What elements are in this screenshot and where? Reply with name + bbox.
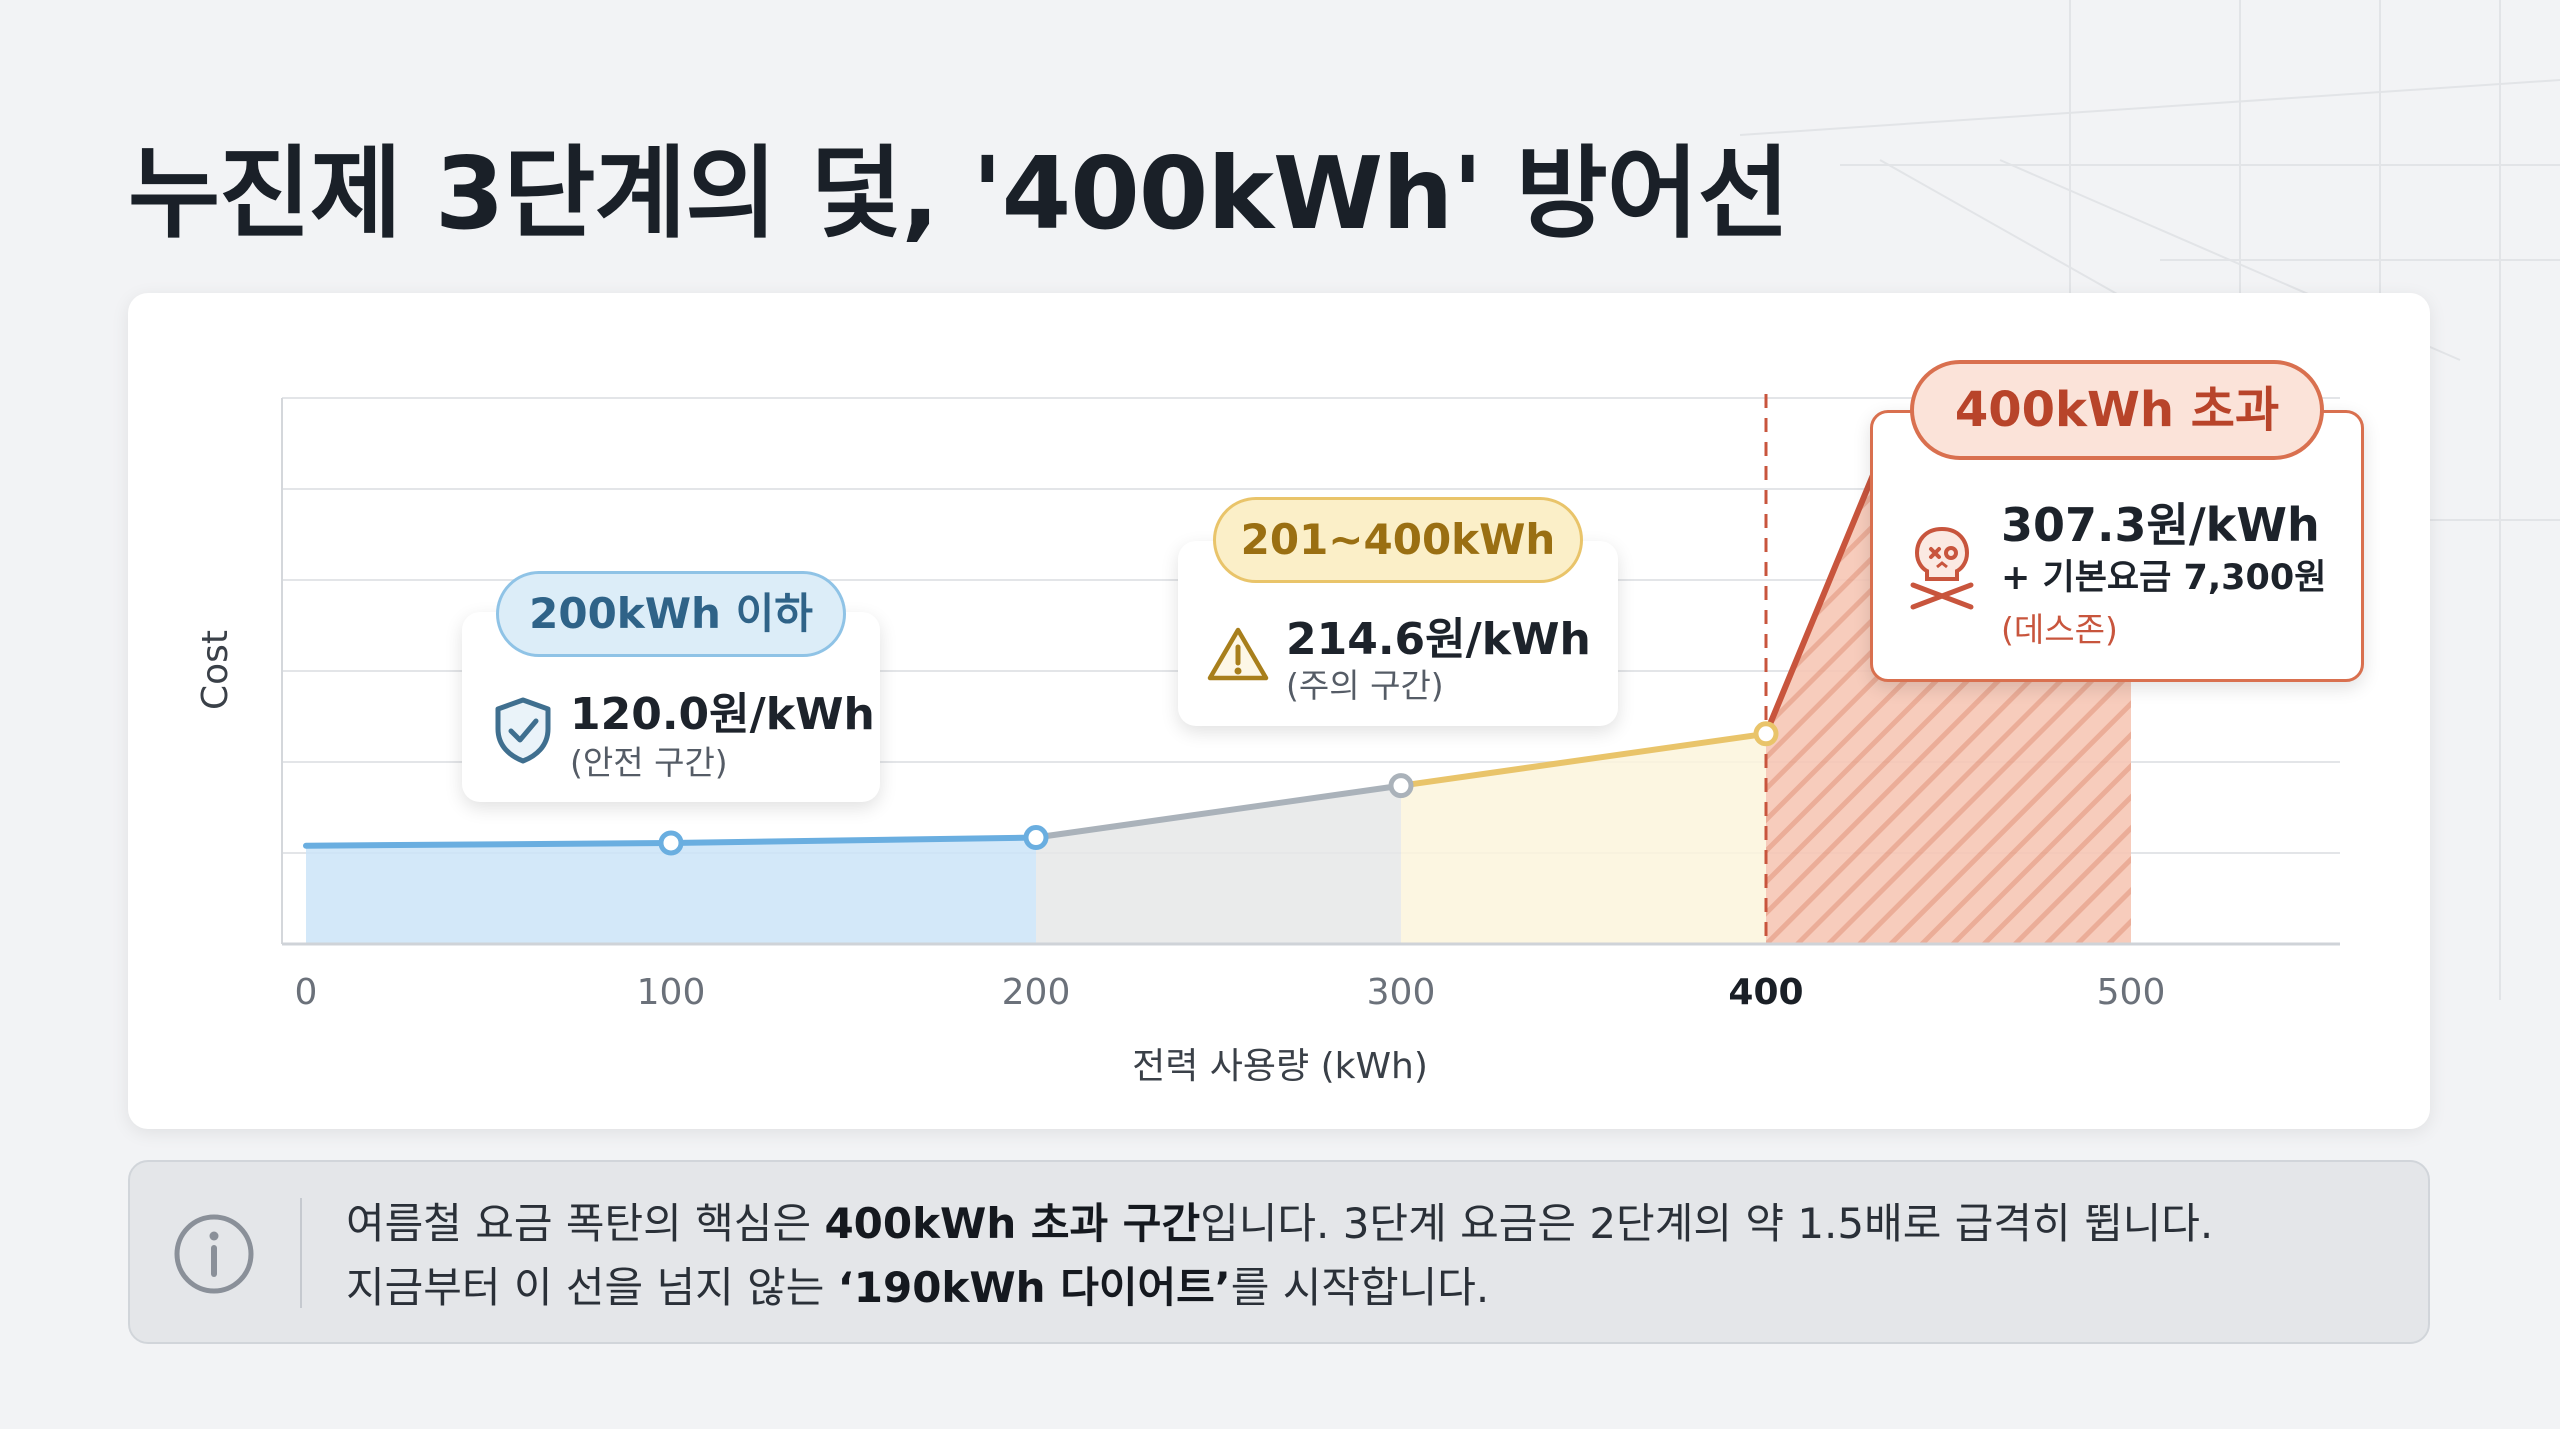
info-line-1-post: 입니다. 3단계 요금은 2단계의 약 1.5배로 급격히 뜁니다. xyxy=(1200,1199,2214,1248)
safe-zone-tag: 200kWh 이하 xyxy=(496,571,846,657)
death-zone-price: 307.3원/kWh xyxy=(2001,498,2320,552)
series-line-segment-3 xyxy=(1763,465,1879,737)
data-point-100 xyxy=(658,830,684,856)
x-tick-label-0: 0 xyxy=(295,972,318,1013)
info-line-2: 지금부터 이 선을 넘지 않는 ‘190kWh 다이어트’를 시작합니다. xyxy=(346,1256,2213,1320)
x-tick-label-200: 200 xyxy=(1002,972,1071,1013)
warning-triangle-icon xyxy=(1207,627,1269,681)
data-point-300 xyxy=(1388,773,1414,799)
info-divider xyxy=(300,1198,302,1308)
x-tick-label-100: 100 xyxy=(637,972,706,1013)
death-zone-extra: + 기본요금 7,300원 xyxy=(2001,558,2327,598)
x-axis-label: 전력 사용량 (kWh) xyxy=(1132,1046,1428,1087)
info-text: 여름철 요금 폭탄의 핵심은 400kWh 초과 구간입니다. 3단계 요금은 … xyxy=(346,1192,2213,1320)
safe-zone-price: 120.0원/kWh xyxy=(570,689,875,740)
x-tick-label-300: 300 xyxy=(1367,972,1436,1013)
x-tick-label-500: 500 xyxy=(2097,972,2166,1013)
info-bar: 여름철 요금 폭탄의 핵심은 400kWh 초과 구간입니다. 3단계 요금은 … xyxy=(128,1160,2430,1344)
info-line-1-pre: 여름철 요금 폭탄의 핵심은 xyxy=(346,1199,825,1248)
band-0 xyxy=(306,837,1036,944)
info-circle-icon xyxy=(174,1214,254,1294)
caution-zone-tag: 201~400kWh xyxy=(1213,497,1583,583)
info-line-2-bold: ‘190kWh 다이어트’ xyxy=(837,1263,1231,1312)
series-line-segment-2 xyxy=(1398,730,1769,789)
info-line-1: 여름철 요금 폭탄의 핵심은 400kWh 초과 구간입니다. 3단계 요금은 … xyxy=(346,1192,2213,1256)
info-line-2-pre: 지금부터 이 선을 넘지 않는 xyxy=(346,1263,838,1312)
info-line-1-bold: 400kWh 초과 구간 xyxy=(824,1199,1201,1248)
info-line-2-post: 를 시작합니다. xyxy=(1230,1263,1490,1312)
skull-crossbones-icon xyxy=(1910,526,1974,610)
band-2 xyxy=(1401,733,1766,944)
page-title: 누진제 3단계의 덫, '400kWh' 방어선 xyxy=(128,135,1790,252)
data-point-200 xyxy=(1023,825,1049,851)
series-line-segment-1 xyxy=(1033,782,1404,841)
death-zone-note: (데스존) xyxy=(2001,610,2118,649)
caution-zone-price: 214.6원/kWh xyxy=(1286,614,1591,665)
y-axis-label: Cost xyxy=(195,630,236,710)
data-point-400 xyxy=(1753,721,1779,747)
death-zone-tag: 400kWh 초과 xyxy=(1910,360,2324,460)
x-tick-label-400: 400 xyxy=(1728,972,1803,1013)
shield-check-icon xyxy=(495,697,551,764)
safe-zone-note: (안전 구간) xyxy=(570,743,728,782)
caution-zone-note: (주의 구간) xyxy=(1286,666,1444,705)
